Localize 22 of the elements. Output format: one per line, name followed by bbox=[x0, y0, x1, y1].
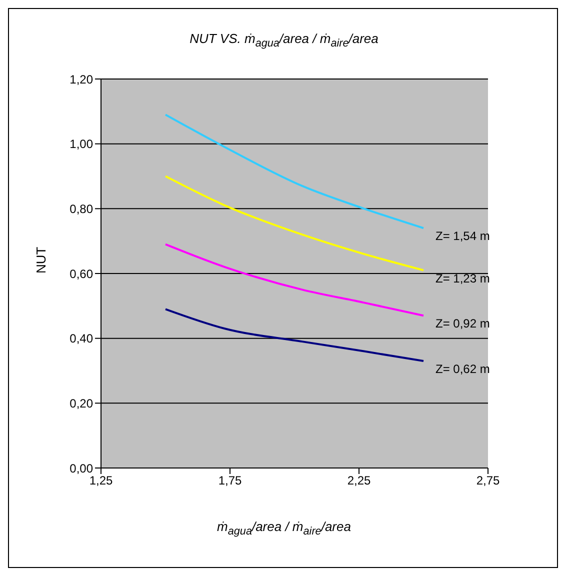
line-series bbox=[164, 175, 424, 272]
y-tick-label: 1,00 bbox=[70, 137, 94, 152]
x-tick-label: 2,75 bbox=[476, 474, 500, 488]
series-label: Z= 0,92 m bbox=[436, 316, 490, 331]
series-label: Z= 1,23 m bbox=[436, 271, 490, 286]
y-tick-label: 0,40 bbox=[70, 332, 94, 346]
line-series bbox=[164, 243, 424, 317]
x-axis-title: ṁ$_{agua}$/area / ṁ$_{aire}$/area bbox=[216, 519, 352, 538]
x-tick-label: 2,25 bbox=[347, 474, 371, 488]
y-tick-label: 0,80 bbox=[70, 202, 94, 216]
series-label: Z= 0,62 m bbox=[436, 362, 490, 376]
series-label: Z= 1,54 m bbox=[436, 229, 490, 244]
chart-title: NUT VS. ṁ$_{agua}$/area / ṁ$_{aire}$/area bbox=[188, 31, 380, 50]
line-series bbox=[164, 308, 424, 362]
y-tick-label: 0,20 bbox=[70, 396, 94, 410]
line-series bbox=[164, 114, 424, 230]
y-axis-title: NUT bbox=[34, 246, 49, 274]
y-tick-label: 0,60 bbox=[70, 266, 94, 281]
y-tick-label: 1,20 bbox=[70, 72, 94, 86]
x-tick-label: 1,25 bbox=[89, 474, 113, 488]
x-tick-label: 1,75 bbox=[218, 474, 242, 488]
y-tick-label: 0,00 bbox=[70, 461, 94, 476]
